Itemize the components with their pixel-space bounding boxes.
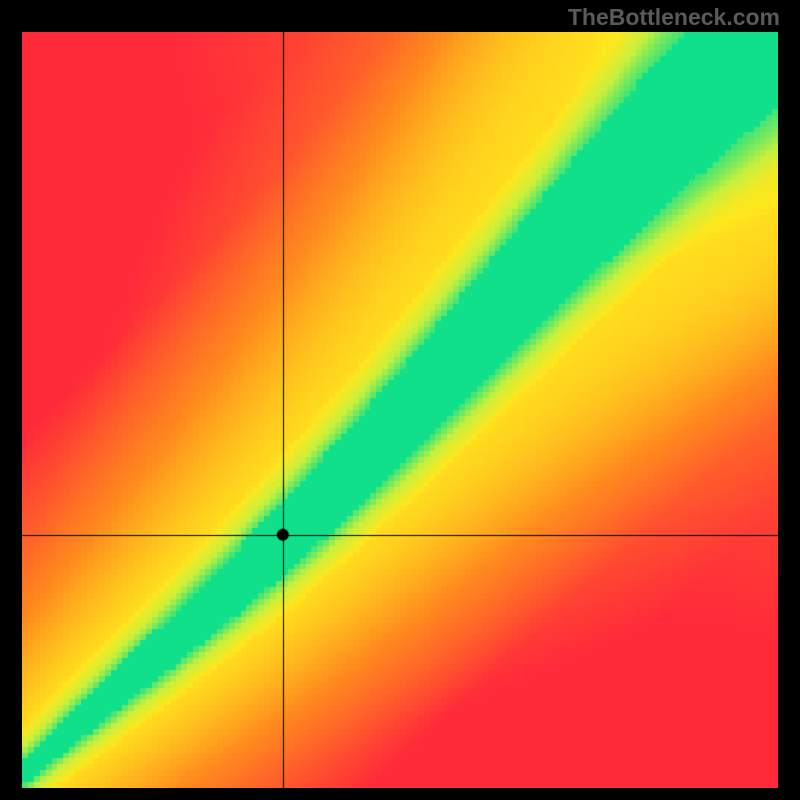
bottleneck-heatmap xyxy=(22,32,778,788)
watermark-text: TheBottleneck.com xyxy=(568,4,780,31)
